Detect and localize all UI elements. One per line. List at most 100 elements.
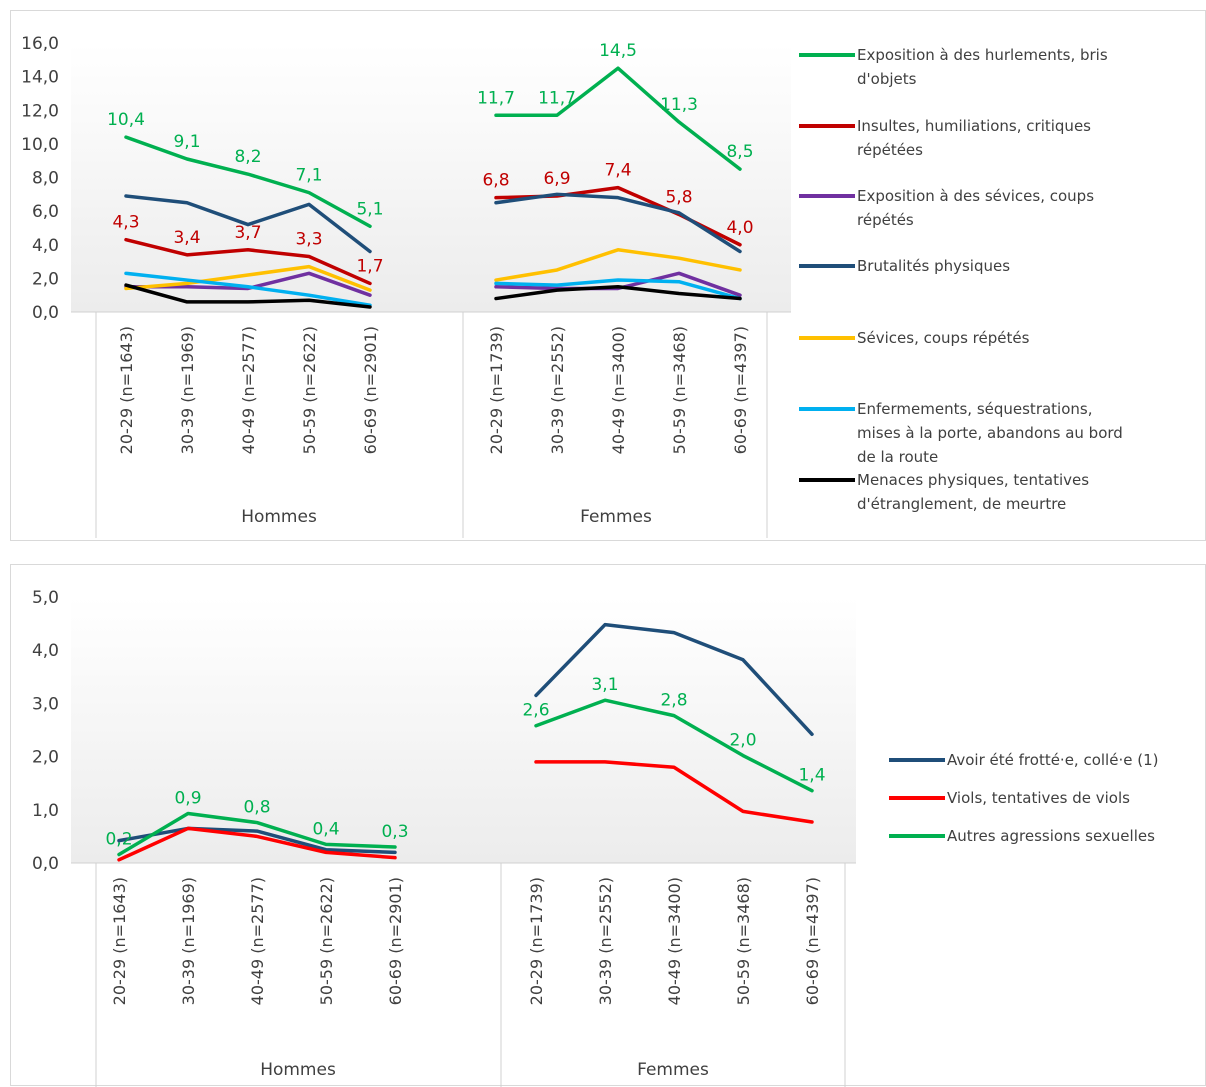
x-category-label: 50-59 (n=2622) xyxy=(317,877,336,1005)
x-group-label: Femmes xyxy=(580,507,652,527)
series-line xyxy=(494,66,742,171)
x-group-label: Hommes xyxy=(260,1060,336,1080)
legend-label: Viols, tentatives de viols xyxy=(947,789,1130,807)
y-tick-label: 4,0 xyxy=(32,236,59,256)
data-label: 6,8 xyxy=(482,171,509,191)
legend-label: répétés xyxy=(857,211,914,229)
series-line xyxy=(534,698,814,793)
y-tick-label: 0,0 xyxy=(32,854,59,874)
chart-panel-agressions-sexuelles: 0,0 1,0 2,0 3,0 4,0 5,0 20-29 (n=1643) 30-39 (n… xyxy=(10,564,1206,1087)
x-category-label: 40-49 (n=2577) xyxy=(248,877,267,1005)
data-label: 0,9 xyxy=(174,789,201,809)
x-group-label: Femmes xyxy=(637,1060,709,1080)
y-tick-label: 3,0 xyxy=(32,694,59,714)
series-line xyxy=(534,622,814,737)
legend-label: Sévices, coups répétés xyxy=(857,329,1030,347)
x-category-label: 30-39 (n=2552) xyxy=(548,326,567,454)
x-category-label: 60-69 (n=2901) xyxy=(361,326,380,454)
data-label: 0,2 xyxy=(105,829,132,849)
series-line xyxy=(124,237,372,286)
x-category-label: 30-39 (n=2552) xyxy=(596,877,615,1005)
x-category-label: 50-59 (n=2622) xyxy=(300,326,319,454)
y-tick-label: 14,0 xyxy=(21,68,59,88)
y-tick-label: 0,0 xyxy=(32,303,59,323)
plot-area xyxy=(71,597,856,863)
series-line xyxy=(534,760,814,824)
y-tick-label: 2,0 xyxy=(32,748,59,768)
x-category-label: 20-29 (n=1739) xyxy=(527,877,546,1005)
data-label: 4,3 xyxy=(112,213,139,233)
legend-label: Brutalités physiques xyxy=(857,257,1010,275)
data-label: 5,1 xyxy=(356,199,383,219)
series-line xyxy=(124,271,372,308)
legend-label: mises à la porte, abandons au bord xyxy=(857,424,1123,442)
data-label: 3,4 xyxy=(173,228,200,248)
y-tick-label: 1,0 xyxy=(32,801,59,821)
data-label: 9,1 xyxy=(173,132,200,152)
data-label: 7,1 xyxy=(295,166,322,186)
legend-label: Enfermements, séquestrations, xyxy=(857,400,1093,418)
series-line xyxy=(494,285,742,301)
data-label: 0,8 xyxy=(243,798,270,818)
series-line xyxy=(494,248,742,282)
x-category-label: 20-29 (n=1739) xyxy=(487,326,506,454)
data-label: 11,7 xyxy=(477,88,515,108)
data-label: 0,3 xyxy=(381,822,408,842)
line-chart-agressions-sexuelles: 0,0 1,0 2,0 3,0 4,0 5,0 20-29 (n=1643) 30-39 (n… xyxy=(32,588,1158,1087)
y-tick-label: 2,0 xyxy=(32,269,59,289)
x-category-label: 40-49 (n=3400) xyxy=(609,326,628,454)
series-line xyxy=(124,194,372,254)
data-label: 11,3 xyxy=(660,95,698,115)
data-label: 8,2 xyxy=(234,147,261,167)
series-line xyxy=(494,278,742,301)
data-label: 14,5 xyxy=(599,41,637,61)
series-line xyxy=(117,811,397,857)
x-category-label: 30-39 (n=1969) xyxy=(178,326,197,454)
data-label: 4,0 xyxy=(726,218,753,238)
data-label: 3,7 xyxy=(234,223,261,243)
y-tick-label: 6,0 xyxy=(32,202,59,222)
y-tick-label: 8,0 xyxy=(32,169,59,189)
x-category-label: 60-69 (n=4397) xyxy=(803,877,822,1005)
y-tick-label: 12,0 xyxy=(21,101,59,121)
x-category-label: 50-59 (n=3468) xyxy=(670,326,689,454)
legend-label: de la route xyxy=(857,448,938,466)
data-label: 2,8 xyxy=(660,691,687,711)
line-chart-violences: 0,0 2,0 4,0 6,0 8,0 10,0 12,0 14,0 16,0 20-29 (n=… xyxy=(21,34,1123,538)
data-label: 1,7 xyxy=(356,256,383,276)
legend-label: d'objets xyxy=(857,70,917,88)
series-line xyxy=(494,192,742,254)
x-category-label: 60-69 (n=4397) xyxy=(731,326,750,454)
data-label: 7,4 xyxy=(604,161,631,181)
data-label: 1,4 xyxy=(798,766,825,786)
plot-area xyxy=(71,43,791,312)
x-category-label: 40-49 (n=2577) xyxy=(239,326,258,454)
legend-label: Autres agressions sexuelles xyxy=(947,827,1155,845)
legend-label: Insultes, humiliations, critiques xyxy=(857,117,1091,135)
data-label: 10,4 xyxy=(107,110,145,130)
data-label: 8,5 xyxy=(726,142,753,162)
data-label: 5,8 xyxy=(665,187,692,207)
x-category-label: 60-69 (n=2901) xyxy=(386,877,405,1005)
data-label: 0,4 xyxy=(312,819,339,839)
series-line xyxy=(124,264,372,292)
series-line xyxy=(124,135,372,229)
x-category-label: 50-59 (n=3468) xyxy=(734,877,753,1005)
data-label: 3,3 xyxy=(295,230,322,250)
y-tick-label: 10,0 xyxy=(21,135,59,155)
y-tick-label: 4,0 xyxy=(32,641,59,661)
legend-label: Menaces physiques, tentatives xyxy=(857,471,1089,489)
x-category-label: 20-29 (n=1643) xyxy=(117,326,136,454)
x-category-label: 20-29 (n=1643) xyxy=(110,877,129,1005)
legend-label: Avoir été frotté·e, collé·e (1) xyxy=(947,751,1158,769)
y-tick-label: 16,0 xyxy=(21,34,59,54)
x-category-label: 40-49 (n=3400) xyxy=(665,877,684,1005)
data-label: 3,1 xyxy=(591,675,618,695)
legend-label: répétées xyxy=(857,141,923,159)
x-category-label: 30-39 (n=1969) xyxy=(179,877,198,1005)
y-tick-label: 5,0 xyxy=(32,588,59,608)
data-label: 6,9 xyxy=(543,169,570,189)
series-line xyxy=(117,826,397,862)
data-label: 2,0 xyxy=(729,731,756,751)
x-group-label: Hommes xyxy=(241,507,317,527)
